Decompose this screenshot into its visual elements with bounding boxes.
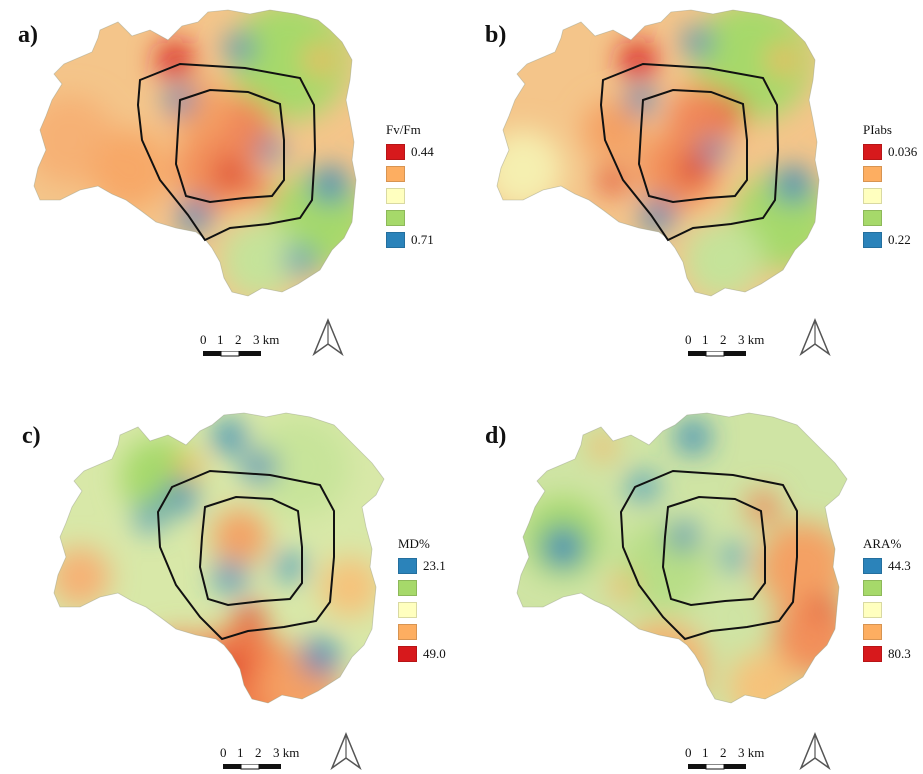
legend-swatch bbox=[863, 188, 882, 204]
legend-swatch bbox=[863, 624, 882, 640]
north-arrow-icon bbox=[312, 318, 344, 357]
legend-entry: 0.036 bbox=[863, 141, 917, 163]
legend-entry bbox=[863, 621, 911, 643]
legend-swatch bbox=[398, 580, 417, 596]
legend-entry: 80.3 bbox=[863, 643, 911, 665]
scale-tick: 1 bbox=[702, 332, 709, 347]
scale-tick: 0 bbox=[685, 745, 692, 760]
legend: PIabs 0.036 0.22 bbox=[863, 122, 917, 251]
legend-swatch bbox=[863, 646, 882, 662]
legend-entry: 0.44 bbox=[386, 141, 434, 163]
scale-tick: 2 bbox=[235, 332, 242, 347]
legend-entry bbox=[398, 577, 446, 599]
scale-bar: 0 1 2 3 km bbox=[220, 745, 310, 771]
legend-title: MD% bbox=[398, 536, 430, 551]
legend-entry bbox=[398, 621, 446, 643]
legend-swatch bbox=[863, 210, 882, 226]
legend-value: 80.3 bbox=[888, 646, 911, 661]
legend-swatch bbox=[398, 558, 417, 574]
legend: MD% 23.1 49.0 bbox=[398, 536, 446, 665]
legend-swatch bbox=[386, 210, 405, 226]
legend-value: 0.71 bbox=[411, 232, 434, 247]
legend-value: 0.036 bbox=[888, 144, 918, 159]
legend-value: 0.44 bbox=[411, 144, 434, 159]
scale-tick: 2 bbox=[720, 745, 727, 760]
north-arrow-icon bbox=[799, 732, 831, 771]
scale-bar: 0 1 2 3 km bbox=[685, 745, 775, 771]
legend-entry: 23.1 bbox=[398, 555, 446, 577]
legend-swatch bbox=[398, 646, 417, 662]
legend-entry bbox=[398, 599, 446, 621]
legend-swatch bbox=[863, 166, 882, 182]
panel-c: c) bbox=[0, 387, 460, 774]
legend-value: 49.0 bbox=[423, 646, 446, 661]
legend-swatch bbox=[386, 166, 405, 182]
panel-label: d) bbox=[485, 423, 507, 449]
legend-swatch bbox=[398, 602, 417, 618]
legend-swatch bbox=[386, 188, 405, 204]
legend-title: PIabs bbox=[863, 122, 892, 137]
legend-swatch bbox=[863, 580, 882, 596]
scale-tick: 1 bbox=[217, 332, 224, 347]
legend: ARA% 44.3 80.3 bbox=[863, 536, 911, 665]
legend-entry bbox=[863, 163, 917, 185]
scale-tick: 3 km bbox=[253, 332, 280, 347]
map-ara bbox=[516, 412, 848, 704]
legend-entry bbox=[863, 185, 917, 207]
legend-swatch bbox=[863, 602, 882, 618]
panel-b: b) bbox=[463, 0, 923, 387]
legend-value: 0.22 bbox=[888, 232, 911, 247]
panel-d: d) bbox=[463, 387, 923, 774]
panel-a: a) bbox=[0, 0, 460, 387]
legend-swatch bbox=[398, 624, 417, 640]
legend-entry: 0.71 bbox=[386, 229, 434, 251]
scale-tick: 0 bbox=[685, 332, 692, 347]
scale-tick: 0 bbox=[220, 745, 227, 760]
legend-entry bbox=[863, 207, 917, 229]
north-arrow-icon bbox=[330, 732, 362, 771]
legend-swatch bbox=[386, 232, 405, 248]
legend-swatch bbox=[863, 558, 882, 574]
scale-tick: 3 km bbox=[273, 745, 300, 760]
legend-value: 44.3 bbox=[888, 558, 911, 573]
legend-entry: 49.0 bbox=[398, 643, 446, 665]
map-piabs bbox=[496, 9, 820, 297]
scale-tick: 2 bbox=[720, 332, 727, 347]
scale-tick: 1 bbox=[702, 745, 709, 760]
panel-label: c) bbox=[22, 423, 41, 449]
legend-title: ARA% bbox=[863, 536, 902, 551]
scale-tick: 2 bbox=[255, 745, 262, 760]
legend-title: Fv/Fm bbox=[386, 122, 421, 137]
legend-entry bbox=[863, 577, 911, 599]
map-md bbox=[53, 412, 385, 704]
legend-entry: 44.3 bbox=[863, 555, 911, 577]
legend-entry: 0.22 bbox=[863, 229, 917, 251]
legend-entry bbox=[863, 599, 911, 621]
map-fvfm bbox=[33, 9, 357, 297]
legend-swatch bbox=[863, 144, 882, 160]
scale-tick: 3 km bbox=[738, 332, 765, 347]
legend-entry bbox=[386, 185, 434, 207]
scale-tick: 3 km bbox=[738, 745, 765, 760]
legend-value: 23.1 bbox=[423, 558, 446, 573]
scale-bar: 0 1 2 3 km bbox=[685, 332, 775, 358]
legend-entry bbox=[386, 207, 434, 229]
legend-entry bbox=[386, 163, 434, 185]
legend-swatch bbox=[863, 232, 882, 248]
scale-tick: 1 bbox=[237, 745, 244, 760]
scale-bar: 0 1 2 3 km bbox=[200, 332, 290, 358]
scale-tick: 0 bbox=[200, 332, 207, 347]
panel-label: a) bbox=[18, 22, 38, 48]
legend: Fv/Fm 0.44 0.71 bbox=[386, 122, 434, 251]
legend-swatch bbox=[386, 144, 405, 160]
panel-label: b) bbox=[485, 22, 507, 48]
north-arrow-icon bbox=[799, 318, 831, 357]
